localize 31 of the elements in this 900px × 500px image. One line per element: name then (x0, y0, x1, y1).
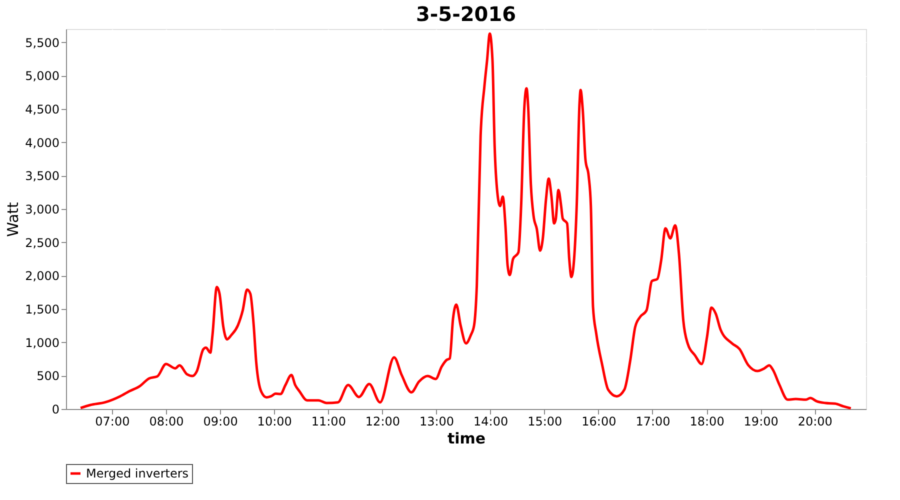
x-tick-label: 16:00 (582, 414, 616, 428)
x-tick-label: 20:00 (798, 414, 832, 428)
x-tick-label: 11:00 (311, 414, 346, 428)
y-tick-label: 5,500 (25, 36, 60, 50)
x-tick-label: 18:00 (690, 414, 724, 428)
x-tick-label: 12:00 (365, 414, 400, 428)
y-tick-label: 5,000 (25, 69, 60, 84)
x-tick-label: 14:00 (474, 414, 508, 428)
x-tick-label: 17:00 (636, 414, 670, 428)
x-tick-label: 08:00 (149, 414, 184, 428)
line-series (79, 32, 852, 410)
y-tick-label: 500 (36, 369, 60, 384)
y-tick-label: 0 (52, 402, 60, 416)
x-tick-label: 09:00 (203, 414, 238, 428)
x-tick-label: 13:00 (419, 414, 454, 428)
y-tick-label: 4,500 (25, 102, 60, 116)
chart-title: 3-5-2016 (416, 2, 516, 26)
y-tick-label: 3,500 (25, 169, 60, 184)
x-tick-label: 10:00 (257, 414, 292, 428)
y-tick-label: 2,500 (25, 236, 60, 250)
y-tick-label: 4,000 (25, 136, 60, 150)
x-tick-label: 15:00 (528, 414, 562, 428)
x-tick-label: 19:00 (744, 414, 778, 428)
y-axis-title: Watt (4, 202, 22, 237)
y-tick-label: 3,000 (25, 202, 60, 216)
x-axis-title: time (447, 430, 486, 448)
y-tick-label: 1,500 (25, 302, 60, 316)
y-tick-label: 2,000 (25, 269, 60, 284)
legend-label: Merged inverters (86, 466, 189, 480)
x-tick-label: 07:00 (95, 414, 130, 428)
y-tick-label: 1,000 (25, 336, 60, 350)
